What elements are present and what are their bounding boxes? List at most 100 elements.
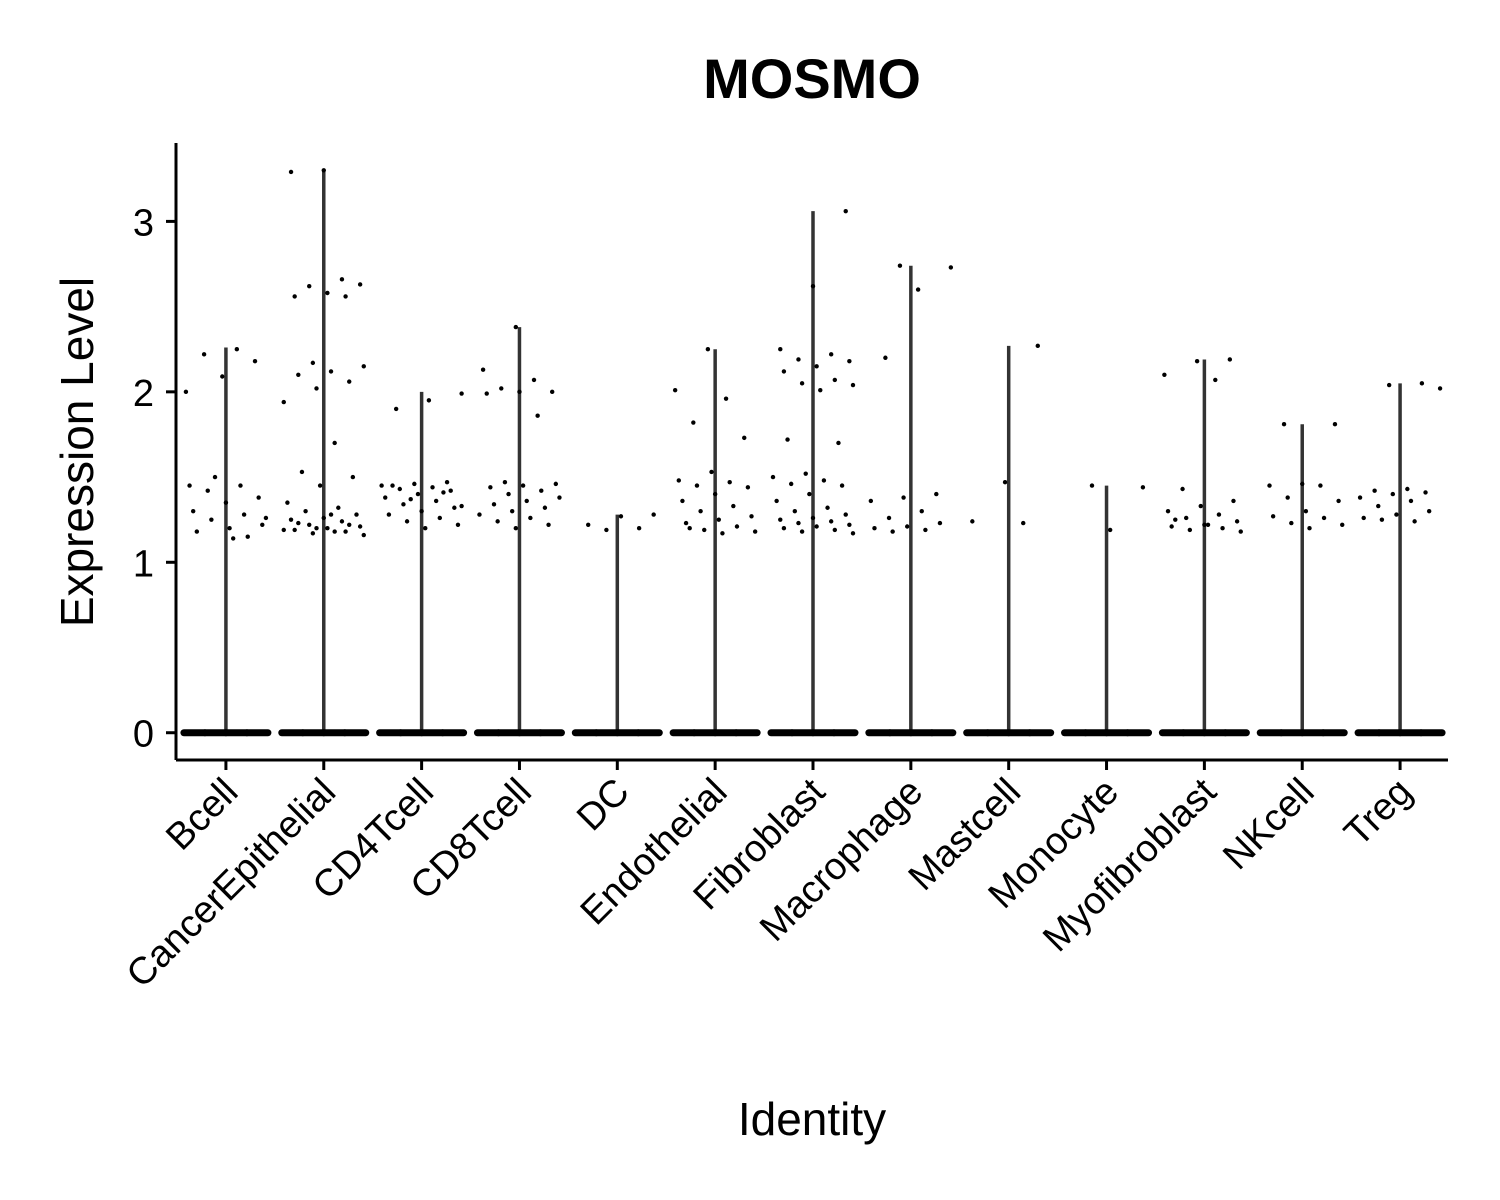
point — [1408, 498, 1414, 504]
point — [252, 358, 258, 364]
point — [491, 502, 497, 507]
point — [807, 491, 812, 497]
point — [672, 387, 678, 393]
point — [332, 529, 337, 534]
point — [1187, 527, 1193, 533]
point — [872, 525, 877, 531]
point — [1361, 515, 1366, 521]
point — [339, 277, 345, 282]
x-tick-label: Treg — [1336, 771, 1420, 855]
point — [814, 364, 819, 369]
point — [832, 527, 838, 533]
point — [209, 517, 214, 522]
point — [702, 527, 707, 533]
point — [1238, 529, 1243, 534]
point — [796, 520, 801, 526]
point — [604, 527, 609, 533]
point — [412, 481, 417, 487]
point — [618, 514, 624, 519]
point — [1419, 381, 1425, 386]
point — [325, 290, 330, 296]
point — [361, 364, 366, 369]
point — [636, 525, 642, 531]
point — [502, 479, 508, 485]
point — [423, 525, 428, 531]
point — [796, 357, 801, 362]
point — [553, 481, 559, 487]
point — [542, 505, 548, 510]
point — [477, 512, 482, 517]
point — [843, 208, 848, 214]
point — [288, 169, 294, 175]
point — [499, 386, 504, 391]
point — [336, 505, 341, 510]
point — [934, 491, 939, 497]
point — [383, 495, 388, 500]
point — [1321, 515, 1327, 521]
point — [230, 536, 236, 541]
point — [1194, 358, 1200, 364]
point — [292, 527, 297, 533]
point — [288, 517, 294, 522]
point — [241, 512, 247, 517]
point — [1376, 503, 1381, 509]
point — [1405, 486, 1410, 492]
point — [691, 420, 696, 425]
point — [1002, 479, 1008, 485]
point — [828, 352, 834, 357]
point — [694, 483, 700, 488]
point — [234, 347, 240, 352]
point — [238, 483, 243, 488]
point — [1437, 386, 1443, 391]
point — [223, 500, 229, 505]
point — [1332, 422, 1338, 427]
point — [343, 294, 348, 299]
point — [328, 369, 334, 374]
x-tick-label: Myofibroblast — [1035, 770, 1225, 960]
point — [781, 525, 787, 531]
point — [535, 413, 540, 418]
point — [788, 481, 794, 487]
point — [531, 377, 537, 383]
point — [850, 531, 856, 536]
point — [948, 265, 954, 270]
y-tick-label: 0 — [133, 714, 154, 756]
point — [1089, 483, 1095, 488]
point — [296, 372, 301, 378]
point — [321, 168, 326, 173]
point — [919, 508, 924, 514]
point — [426, 398, 432, 403]
point — [752, 529, 758, 534]
point — [1220, 525, 1225, 531]
point — [509, 508, 515, 514]
point — [430, 485, 435, 490]
point — [828, 519, 834, 524]
point — [459, 503, 464, 509]
point — [1426, 508, 1432, 514]
point — [448, 488, 453, 493]
point — [408, 497, 413, 502]
point — [506, 491, 511, 497]
point — [723, 396, 729, 401]
point — [307, 283, 312, 289]
point — [803, 471, 808, 476]
point — [256, 495, 261, 500]
point — [970, 519, 975, 524]
point — [310, 531, 316, 536]
point — [897, 263, 903, 268]
point — [260, 522, 265, 527]
point — [201, 352, 207, 357]
point — [770, 474, 776, 480]
point — [781, 369, 787, 374]
point — [480, 367, 486, 372]
point — [347, 379, 352, 384]
point — [745, 485, 751, 490]
point — [328, 512, 334, 517]
point — [651, 512, 656, 517]
point — [676, 478, 681, 483]
point — [1303, 508, 1309, 514]
x-tick-label: DC — [569, 771, 638, 840]
x-tick-label: NKcell — [1215, 771, 1322, 878]
point — [401, 502, 406, 507]
point — [357, 282, 363, 287]
